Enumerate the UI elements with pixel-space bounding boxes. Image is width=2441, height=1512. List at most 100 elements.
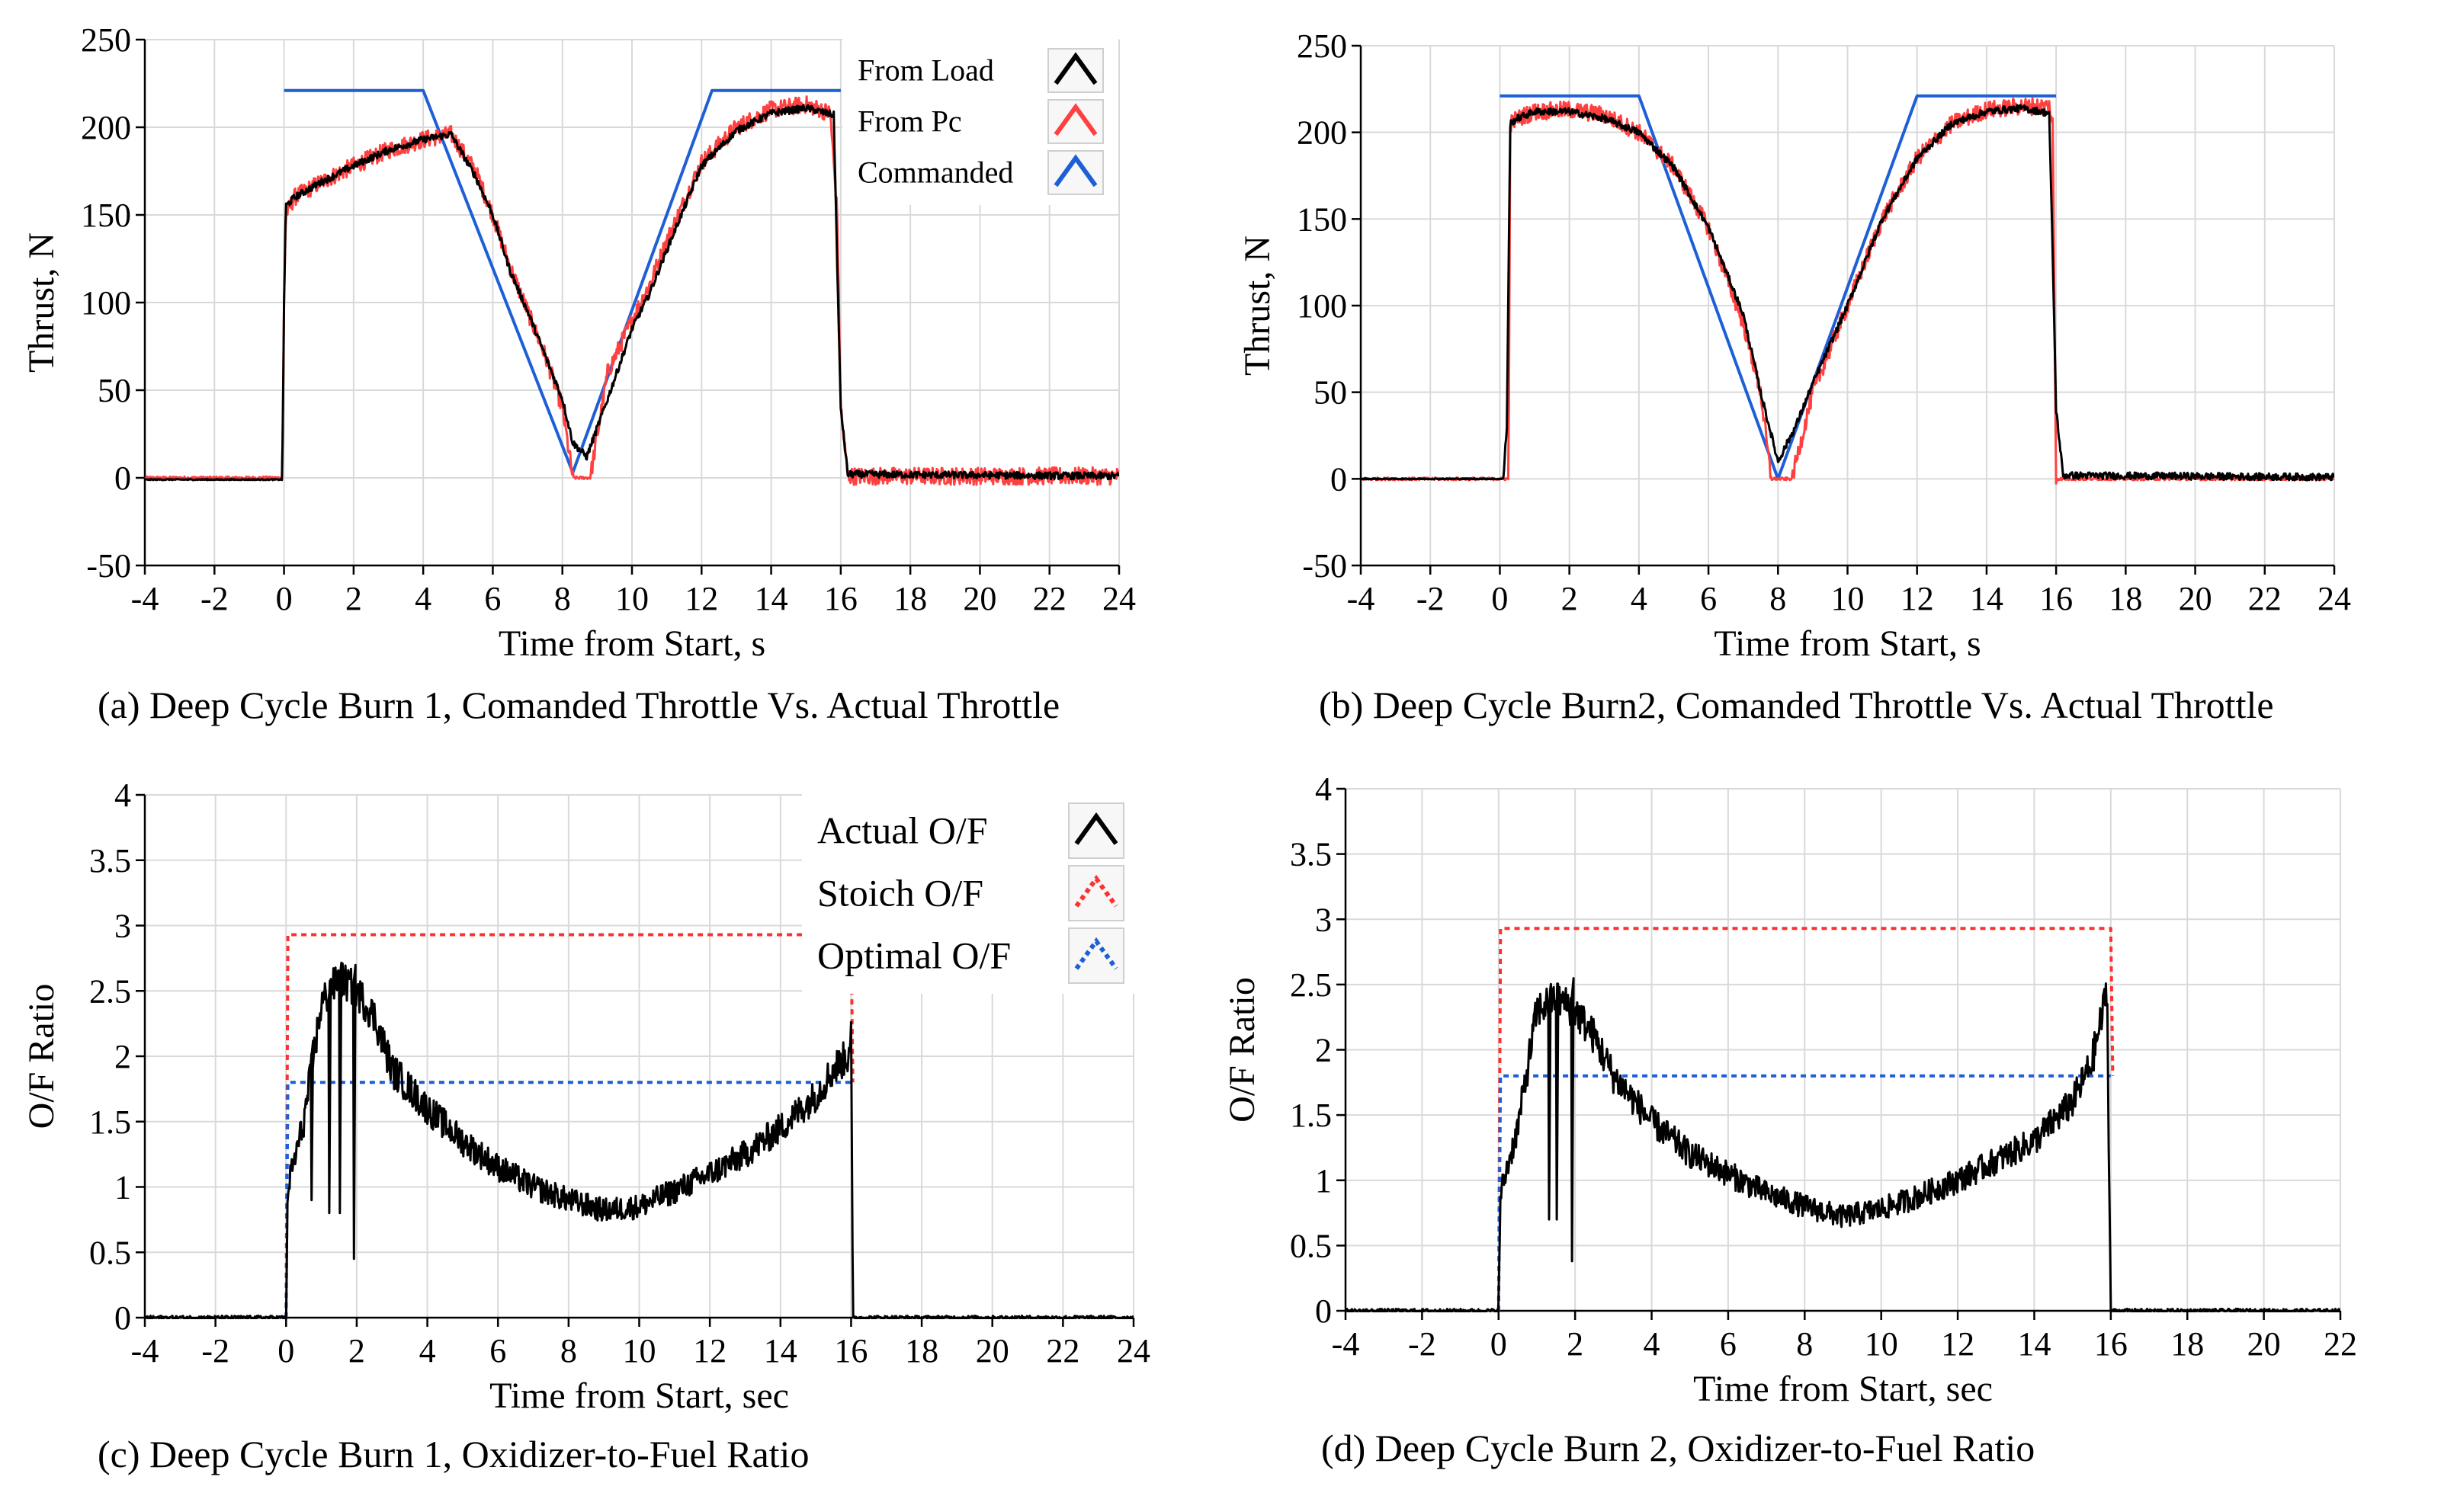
y-axis-label: Thrust, N xyxy=(21,232,62,373)
x-tick-label: 18 xyxy=(2109,580,2142,617)
y-tick-label: 2 xyxy=(114,1038,131,1075)
x-tick-label: 20 xyxy=(976,1332,1009,1369)
x-tick-label: 2 xyxy=(345,580,362,617)
y-tick-label: 250 xyxy=(1297,27,1347,65)
x-tick-label: 24 xyxy=(2318,580,2351,617)
legend-swatch-box xyxy=(1068,802,1124,859)
chart-caption: (b) Deep Cycle Burn2, Comanded Throttle … xyxy=(1319,684,2274,726)
x-tick-label: 22 xyxy=(2248,580,2282,617)
x-axis-label: Time from Start, sec xyxy=(1693,1369,1993,1409)
legend-swatch-box xyxy=(1068,865,1124,921)
x-tick-label: -2 xyxy=(201,1332,229,1369)
legend-swatch-icon xyxy=(1054,154,1098,187)
y-axis-label: O/F Ratio xyxy=(21,984,62,1129)
x-tick-label: 6 xyxy=(484,580,501,617)
x-tick-label: 24 xyxy=(1117,1332,1150,1369)
legend-label: Optimal O/F xyxy=(817,934,1011,977)
y-tick-label: 0.5 xyxy=(1290,1227,1332,1264)
legend: From Load From Pc Commanded xyxy=(842,37,1118,205)
x-tick-label: 2 xyxy=(1567,1325,1583,1363)
legend-label: From Load xyxy=(858,53,994,88)
chart-c: -4 -2 0 2 4 6 8 10 12 14 16 18 20 22 2400.511.522.533.… xyxy=(21,777,1150,1475)
x-tick-label: 4 xyxy=(415,580,431,617)
y-tick-label: 100 xyxy=(1297,287,1347,325)
x-tick-label: 16 xyxy=(2039,580,2073,617)
y-tick-label: 2 xyxy=(1315,1032,1332,1069)
legend-swatch-icon xyxy=(1054,52,1098,85)
y-axis-label: O/F Ratio xyxy=(1222,977,1262,1123)
x-tick-label: 0 xyxy=(1490,1325,1507,1363)
y-tick-label: 1.5 xyxy=(1290,1097,1332,1134)
legend-swatch-box xyxy=(1047,48,1104,93)
y-tick-label: 4 xyxy=(114,777,131,814)
y-tick-label: 200 xyxy=(81,109,131,146)
y-tick-label: 0 xyxy=(1315,1293,1332,1330)
x-tick-label: 8 xyxy=(1796,1325,1813,1363)
x-tick-label: 2 xyxy=(348,1332,365,1369)
y-tick-label: 100 xyxy=(81,284,131,322)
x-tick-label: 4 xyxy=(419,1332,436,1369)
x-tick-label: 10 xyxy=(615,580,649,617)
y-tick-label: 3 xyxy=(114,908,131,945)
x-tick-label: -2 xyxy=(1416,580,1445,617)
x-tick-label: 10 xyxy=(1831,580,1865,617)
x-tick-label: 6 xyxy=(489,1332,506,1369)
y-axis-label: Thrust, N xyxy=(1237,235,1278,376)
x-tick-label: -2 xyxy=(1408,1325,1436,1363)
y-tick-label: 1 xyxy=(114,1169,131,1206)
x-tick-label: 14 xyxy=(2017,1325,2051,1363)
y-tick-label: 4 xyxy=(1315,770,1332,808)
x-tick-label: 22 xyxy=(1046,1332,1079,1369)
y-tick-label: 50 xyxy=(98,372,131,409)
x-tick-label: 4 xyxy=(1631,580,1647,617)
x-tick-label: 18 xyxy=(893,580,927,617)
y-tick-label: 250 xyxy=(81,21,131,59)
y-tick-label: 3.5 xyxy=(1290,836,1332,873)
y-tick-label: 1.5 xyxy=(89,1104,131,1141)
series-from-load-line xyxy=(1361,104,2334,482)
chart-a: -4 -2 0 2 4 6 8 10 12 14 16 18 20 22 24-50050100150200… xyxy=(21,21,1136,726)
x-tick-label: 0 xyxy=(276,580,293,617)
x-tick-label: 2 xyxy=(1561,580,1578,617)
x-axis-label: Time from Start, s xyxy=(499,623,765,664)
legend-label: Commanded xyxy=(858,155,1013,190)
chart-caption: (a) Deep Cycle Burn 1, Comanded Throttle… xyxy=(98,684,1060,726)
legend-swatch-box xyxy=(1068,927,1124,984)
y-tick-label: 150 xyxy=(81,197,131,234)
y-tick-label: 0 xyxy=(114,460,131,497)
x-tick-label: 22 xyxy=(1033,580,1067,617)
y-tick-label: 50 xyxy=(1314,374,1347,412)
x-tick-label: 8 xyxy=(554,580,571,617)
series-stoich-o-f-line xyxy=(1496,927,2115,1312)
x-tick-label: 16 xyxy=(824,580,858,617)
y-tick-label: 2.5 xyxy=(89,972,131,1010)
x-tick-label: -4 xyxy=(131,1332,159,1369)
x-tick-label: 20 xyxy=(963,580,996,617)
y-tick-label: 0.5 xyxy=(89,1234,131,1271)
x-tick-label: 12 xyxy=(693,1332,727,1369)
legend-label: From Pc xyxy=(858,104,962,139)
chart-b: -4 -2 0 2 4 6 8 10 12 14 16 18 20 22 24-50050100150200… xyxy=(1237,27,2351,726)
x-tick-label: 12 xyxy=(685,580,718,617)
legend-swatch-icon xyxy=(1074,812,1118,845)
legend-swatch-icon xyxy=(1054,103,1098,136)
y-tick-label: 200 xyxy=(1297,114,1347,152)
x-tick-label: 0 xyxy=(277,1332,294,1369)
legend-label: Stoich O/F xyxy=(817,872,983,915)
chart-caption: (c) Deep Cycle Burn 1, Oxidizer-to-Fuel … xyxy=(98,1433,809,1475)
x-tick-label: 14 xyxy=(755,580,788,617)
x-tick-label: 16 xyxy=(2094,1325,2128,1363)
chart-d: -4 -2 0 2 4 6 8 10 12 14 16 18 20 22 0 0.5 1 1.5 2 2.5 3 3.5 4… xyxy=(1222,770,2357,1469)
series-actual-o-f-line xyxy=(145,961,1134,1319)
x-tick-label: 20 xyxy=(2179,580,2212,617)
x-tick-label: -2 xyxy=(200,580,229,617)
y-tick-label: 1 xyxy=(1315,1162,1332,1200)
x-tick-label: 18 xyxy=(2170,1325,2204,1363)
y-tick-label: -50 xyxy=(1302,547,1347,585)
x-tick-label: 10 xyxy=(623,1332,656,1369)
legend: Actual O/F Stoich O/F Optimal O/F xyxy=(802,791,1139,994)
x-tick-label: -4 xyxy=(1332,1325,1360,1363)
legend-swatch-icon xyxy=(1074,874,1118,908)
y-tick-label: 2.5 xyxy=(1290,966,1332,1004)
